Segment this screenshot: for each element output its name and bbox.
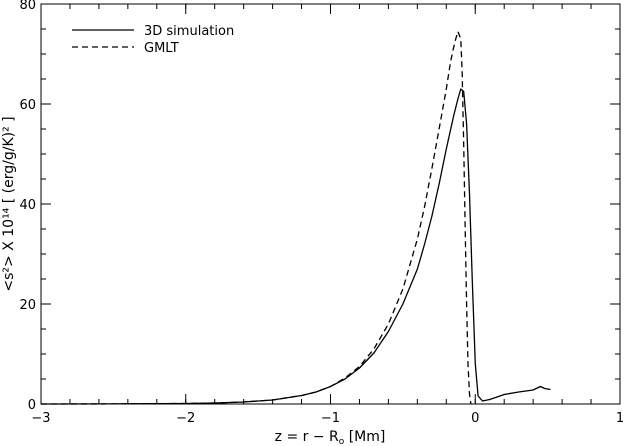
y-tick-label: 40	[19, 198, 36, 213]
y-tick-label: 20	[19, 298, 36, 313]
series-line-gmlt	[40, 30, 472, 405]
series-layer	[40, 30, 551, 405]
legend-label-gmlt: GMLT	[144, 41, 179, 56]
x-tick-label: 1	[616, 411, 624, 426]
y-axis-title: <s²> X 10¹⁴ [ (erg/g/K)² ]	[1, 116, 17, 291]
x-tick-label: −3	[31, 411, 50, 426]
series-line-3d-simulation	[40, 88, 551, 405]
legend-label-3d-simulation: 3D simulation	[144, 24, 234, 39]
x-tick-label: −1	[321, 411, 340, 426]
x-tick-label: −2	[176, 411, 195, 426]
x-axis-title-unit: [Mm]	[344, 429, 385, 445]
x-axis-title-main: z = r − R	[275, 429, 339, 445]
y-tick-label: 60	[19, 98, 36, 113]
y-tick-label: 0	[28, 398, 36, 413]
x-tick-label: 0	[471, 411, 479, 426]
axis-ticks	[40, 3, 621, 405]
x-axis-title-sub: o	[339, 437, 345, 446]
plot-frame	[40, 3, 621, 405]
y-tick-label: 80	[19, 0, 36, 13]
legend: 3D simulation GMLT	[72, 24, 234, 56]
x-axis-title: z = r − Ro [Mm]	[275, 429, 386, 446]
